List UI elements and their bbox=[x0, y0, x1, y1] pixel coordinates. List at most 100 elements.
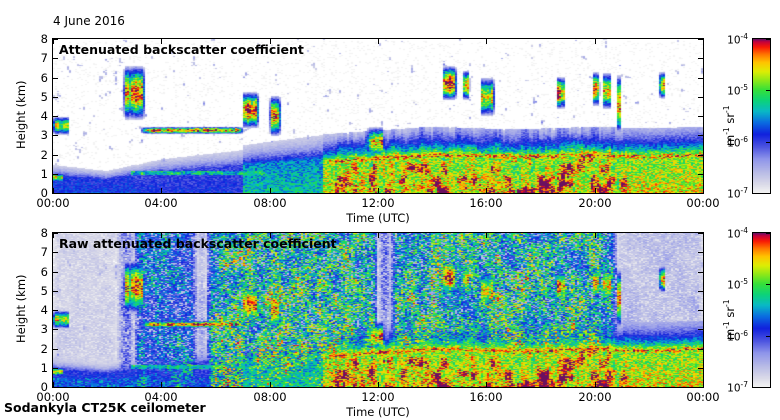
y-tick-bottom-1 bbox=[53, 368, 58, 369]
x-tick-bottom-6 bbox=[703, 382, 704, 387]
colorbar-tick-bottom-3 bbox=[766, 387, 770, 388]
y-tick-bottom-3 bbox=[698, 329, 703, 330]
y-tick-top-5 bbox=[53, 97, 58, 98]
x-tick-top-2 bbox=[270, 39, 271, 44]
y-tick-top-7 bbox=[698, 58, 703, 59]
x-tick-label-top-5: 20:00 bbox=[578, 196, 612, 210]
x-tick-bottom-4 bbox=[486, 233, 487, 238]
y-tick-bottom-0 bbox=[53, 387, 58, 388]
colorbar-unit-label-bottom: m-1 sr-1 bbox=[722, 299, 737, 340]
y-tick-label-top-3: 3 bbox=[40, 128, 48, 142]
x-tick-label-top-4: 16:00 bbox=[469, 196, 503, 210]
colorbar-bottom bbox=[752, 232, 771, 388]
x-tick-label-bottom-3: 12:00 bbox=[361, 390, 395, 404]
x-tick-top-1 bbox=[161, 39, 162, 44]
x-tick-label-bottom-5: 20:00 bbox=[578, 390, 612, 404]
x-tick-label-top-2: 08:00 bbox=[253, 196, 287, 210]
x-tick-top-0 bbox=[53, 39, 54, 44]
y-tick-label-top-1: 1 bbox=[40, 167, 48, 181]
y-tick-top-7 bbox=[53, 58, 58, 59]
x-tick-bottom-6 bbox=[703, 233, 704, 238]
y-tick-label-top-8: 8 bbox=[40, 32, 48, 46]
x-tick-top-2 bbox=[270, 188, 271, 193]
x-tick-label-top-6: 00:00 bbox=[686, 196, 720, 210]
x-axis-title-bottom: Time (UTC) bbox=[346, 405, 410, 419]
y-tick-top-1 bbox=[53, 174, 58, 175]
panel-raw-attenuated-backscatter: Raw attenuated backscatter coefficient bbox=[52, 232, 704, 388]
y-tick-bottom-1 bbox=[698, 368, 703, 369]
panel-attenuated-backscatter: Attenuated backscatter coefficient bbox=[52, 38, 704, 194]
y-tick-label-bottom-1: 1 bbox=[40, 361, 48, 375]
y-tick-top-3 bbox=[698, 135, 703, 136]
y-tick-top-8 bbox=[53, 39, 58, 40]
y-tick-bottom-2 bbox=[698, 349, 703, 350]
y-tick-top-3 bbox=[53, 135, 58, 136]
x-tick-bottom-0 bbox=[53, 233, 54, 238]
x-tick-bottom-5 bbox=[595, 382, 596, 387]
y-tick-label-bottom-5: 5 bbox=[40, 284, 48, 298]
y-tick-bottom-8 bbox=[698, 233, 703, 234]
y-tick-bottom-5 bbox=[53, 291, 58, 292]
colorbar-tick-label-top-2: 10-6 bbox=[727, 134, 748, 150]
x-tick-label-bottom-4: 16:00 bbox=[469, 390, 503, 404]
x-tick-bottom-2 bbox=[270, 382, 271, 387]
y-tick-label-bottom-2: 2 bbox=[40, 342, 48, 356]
y-tick-top-8 bbox=[698, 39, 703, 40]
y-tick-bottom-5 bbox=[698, 291, 703, 292]
x-tick-top-3 bbox=[378, 39, 379, 44]
y-tick-top-4 bbox=[698, 116, 703, 117]
colorbar-tick-bottom-1 bbox=[766, 284, 770, 285]
y-tick-label-bottom-0: 0 bbox=[40, 380, 48, 394]
y-tick-top-0 bbox=[698, 193, 703, 194]
y-tick-top-4 bbox=[53, 116, 58, 117]
x-tick-top-5 bbox=[595, 188, 596, 193]
colorbar-tick-bottom-2 bbox=[766, 336, 770, 337]
x-tick-top-4 bbox=[486, 39, 487, 44]
y-tick-bottom-7 bbox=[53, 252, 58, 253]
y-tick-label-bottom-6: 6 bbox=[40, 265, 48, 279]
y-tick-bottom-3 bbox=[53, 329, 58, 330]
x-tick-top-6 bbox=[703, 39, 704, 44]
x-tick-bottom-3 bbox=[378, 233, 379, 238]
x-tick-top-6 bbox=[703, 188, 704, 193]
y-tick-top-5 bbox=[698, 97, 703, 98]
x-axis-title-top: Time (UTC) bbox=[346, 211, 410, 225]
colorbar-tick-bottom-0 bbox=[766, 233, 770, 234]
y-tick-top-2 bbox=[698, 155, 703, 156]
y-tick-label-top-5: 5 bbox=[40, 90, 48, 104]
y-tick-top-1 bbox=[698, 174, 703, 175]
colorbar-tick-label-bottom-3: 10-7 bbox=[727, 379, 748, 395]
colorbar-top bbox=[752, 38, 771, 194]
y-tick-bottom-4 bbox=[53, 310, 58, 311]
y-tick-bottom-6 bbox=[698, 272, 703, 273]
colorbar-tick-label-bottom-1: 10-5 bbox=[727, 276, 748, 292]
y-tick-bottom-0 bbox=[698, 387, 703, 388]
colorbar-tick-top-3 bbox=[766, 193, 770, 194]
x-tick-top-0 bbox=[53, 188, 54, 193]
footer-caption: Sodankyla CT25K ceilometer bbox=[4, 400, 206, 415]
x-tick-label-top-3: 12:00 bbox=[361, 196, 395, 210]
x-tick-label-bottom-6: 00:00 bbox=[686, 390, 720, 404]
y-tick-bottom-8 bbox=[53, 233, 58, 234]
x-tick-bottom-3 bbox=[378, 382, 379, 387]
colorbar-tick-label-top-0: 10-4 bbox=[727, 31, 748, 47]
y-tick-top-6 bbox=[698, 78, 703, 79]
x-tick-top-1 bbox=[161, 188, 162, 193]
y-tick-top-2 bbox=[53, 155, 58, 156]
x-tick-label-bottom-2: 08:00 bbox=[253, 390, 287, 404]
x-tick-label-top-0: 00:00 bbox=[36, 196, 70, 210]
y-tick-label-bottom-7: 7 bbox=[40, 245, 48, 259]
x-tick-bottom-1 bbox=[161, 382, 162, 387]
colorbar-unit-label-top: m-1 sr-1 bbox=[722, 105, 737, 146]
y-tick-bottom-7 bbox=[698, 252, 703, 253]
colorbar-tick-label-top-1: 10-5 bbox=[727, 82, 748, 98]
x-tick-label-top-1: 04:00 bbox=[144, 196, 178, 210]
date-label: 4 June 2016 bbox=[53, 14, 125, 28]
y-tick-label-top-2: 2 bbox=[40, 148, 48, 162]
colorbar-tick-top-2 bbox=[766, 142, 770, 143]
colorbar-tick-top-1 bbox=[766, 90, 770, 91]
y-tick-label-top-0: 0 bbox=[40, 186, 48, 200]
x-tick-bottom-4 bbox=[486, 382, 487, 387]
y-axis-title-bottom: Height (km) bbox=[14, 274, 28, 343]
colorbar-tick-label-bottom-2: 10-6 bbox=[727, 328, 748, 344]
